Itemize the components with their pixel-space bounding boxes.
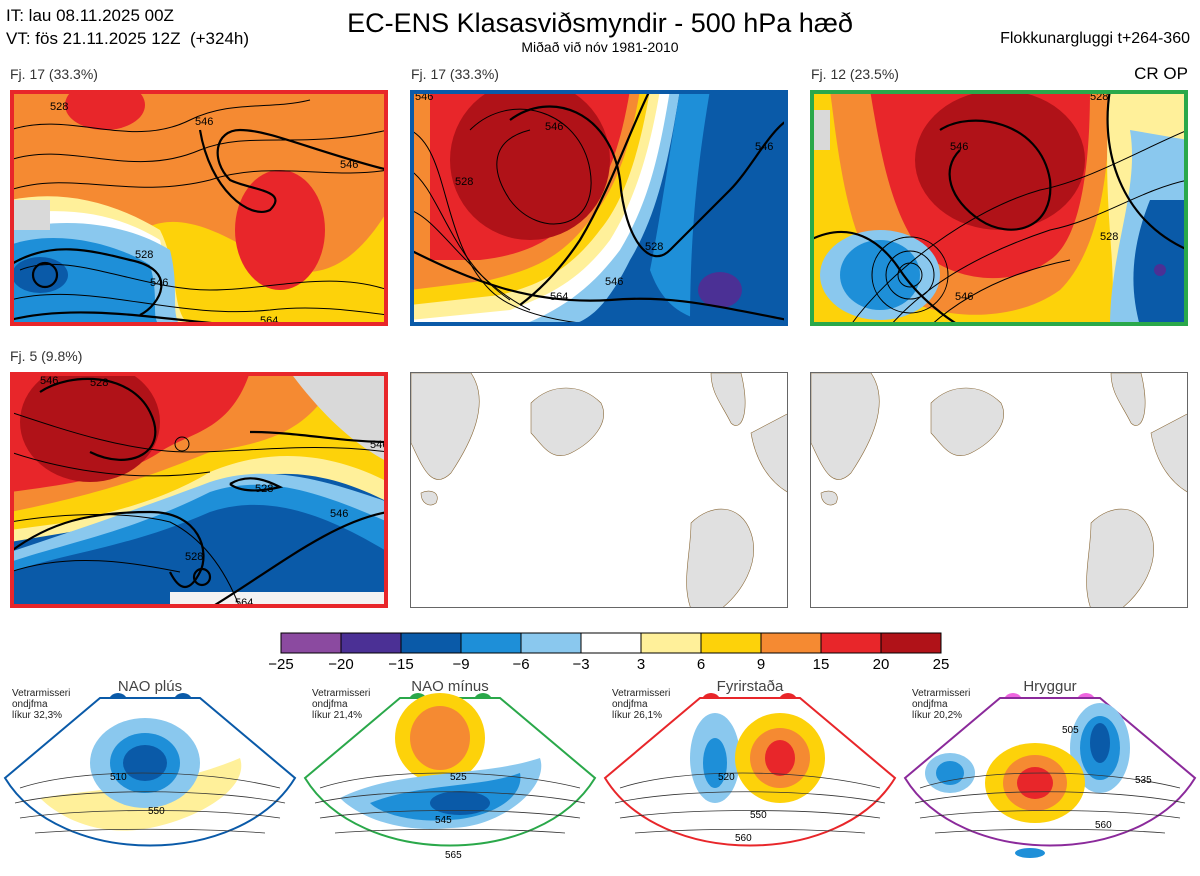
colorbar-tick-label: −3	[572, 656, 590, 673]
contour-label: 546	[415, 91, 433, 103]
cr-op-label: CR OP	[1134, 64, 1188, 83]
colorbar-swatch	[340, 632, 402, 654]
contour-label: 528	[50, 101, 68, 113]
colorbar-swatch	[280, 632, 342, 654]
colorbar-tick-label: 6	[696, 656, 706, 673]
colorbar-tick-label: −25	[268, 656, 294, 673]
regime-nao-minus-title: NAO mínus	[411, 678, 489, 695]
contour-label: 546	[950, 141, 968, 153]
contour-label: 564	[260, 315, 278, 326]
contour-label: 546	[40, 375, 58, 387]
colorbar	[280, 632, 942, 654]
regime-info: Vetrarmisseri ondjfma líkur 32,3%	[12, 688, 71, 721]
contour-label: 546	[340, 159, 358, 171]
colorbar-tick-label: −15	[388, 656, 414, 673]
colorbar-swatch	[520, 632, 582, 654]
regime-contour-label: 525	[450, 772, 467, 783]
regime-nao-plus-title: NAO plús	[117, 678, 183, 695]
colorbar-swatch	[460, 632, 522, 654]
regime-info: Vetrarmisseri ondjfma líkur 20,2%	[912, 688, 971, 721]
cluster-4-map[interactable]: 528 546 546 528 546 528 564	[10, 372, 388, 608]
contour-label: 528	[1090, 91, 1108, 103]
colorbar-tick-label: 15	[812, 656, 830, 673]
colorbar-swatch	[640, 632, 702, 654]
contour-label: 528	[455, 176, 473, 188]
regime-ridge[interactable]: Hryggur Vetrarmisseri ondjfma líkur 20,2% …	[900, 678, 1200, 871]
colorbar-swatch	[580, 632, 642, 654]
contour-label: 546	[605, 276, 623, 288]
header-times: IT: lau 08.11.2025 00Z VT: fös 21.11.202…	[6, 4, 249, 50]
colorbar-tick-label: −20	[328, 656, 354, 673]
regime-contour-label: 560	[735, 833, 752, 844]
page-subtitle: Miðað við nóv 1981-2010	[521, 39, 679, 55]
contour-label: 528	[185, 551, 203, 563]
contour-label: 528	[135, 249, 153, 261]
contour-label: 546	[545, 121, 563, 133]
cluster-4-label: Fj. 5 (9.8%)	[10, 348, 83, 364]
colorbar-tick-label: −6	[512, 656, 530, 673]
regime-info: Vetrarmisseri ondjfma líkur 21,4%	[312, 688, 371, 721]
cluster-3-label: Fj. 12 (23.5%)	[811, 66, 899, 82]
contour-label: 546	[330, 508, 348, 520]
regime-contour-label: 510	[110, 772, 127, 783]
contour-label: 528	[90, 377, 108, 389]
regime-nao-plus[interactable]: NAO plús Vetrarmisseri ondjfma líkur 32,3%…	[0, 678, 300, 871]
colorbar-swatch	[820, 632, 882, 654]
contour-label: 564	[235, 597, 253, 608]
cluster-2-map[interactable]: 546 546 528 546 528 546 564	[410, 90, 788, 326]
initial-time: IT: lau 08.11.2025 00Z	[6, 6, 174, 25]
regime-ridge-title: Hryggur	[1023, 678, 1077, 695]
empty-map-1	[410, 372, 788, 608]
contour-label: 528	[645, 241, 663, 253]
colorbar-tick-label: 25	[932, 656, 950, 673]
cluster-1-label: Fj. 17 (33.3%)	[10, 66, 98, 82]
contour-label: 546	[370, 439, 388, 451]
colorbar-tick-label: 9	[756, 656, 766, 673]
colorbar-swatch	[880, 632, 942, 654]
regime-contour-label: 505	[1062, 725, 1079, 736]
regime-info: Vetrarmisseri ondjfma líkur 26,1%	[612, 688, 671, 721]
contour-label: 564	[550, 291, 568, 303]
contour-label: 546	[195, 116, 213, 128]
classification-window: Flokkunargluggi t+264-360	[1000, 30, 1190, 47]
colorbar-swatch	[400, 632, 462, 654]
regime-contour-label: 520	[718, 772, 735, 783]
regime-blocking-title: Fyrirstaða	[716, 678, 784, 695]
page-title: EC-ENS Klasasviðsmyndir - 500 hPa hæð	[347, 8, 853, 38]
regime-blocking[interactable]: Fyrirstaða Vetrarmisseri ondjfma líkur 26,…	[600, 678, 900, 871]
colorbar-tick-label: −9	[452, 656, 470, 673]
cluster-2-label: Fj. 17 (33.3%)	[411, 66, 499, 82]
contour-label: 546	[955, 291, 973, 303]
contour-label: 546	[150, 277, 168, 289]
contour-label: 546	[755, 141, 773, 153]
contour-label: 528	[255, 483, 273, 495]
colorbar-swatch	[760, 632, 822, 654]
valid-time: VT: fös 21.11.2025 12Z (+324h)	[6, 29, 250, 48]
regime-contour-label: 550	[148, 806, 165, 817]
empty-map-2	[810, 372, 1188, 608]
regime-contour-label: 565	[445, 850, 462, 861]
regime-contour-label: 545	[435, 815, 452, 826]
regime-nao-minus[interactable]: NAO mínus Vetrarmisseri ondjfma líkur 21,4…	[300, 678, 600, 871]
regime-contour-label: 560	[1095, 820, 1112, 831]
colorbar-swatch	[700, 632, 762, 654]
colorbar-tick-label: 3	[636, 656, 646, 673]
cluster-1-map[interactable]: 528 546 546 528 546 564	[10, 90, 388, 326]
regime-contour-label: 550	[750, 810, 767, 821]
contour-label: 528	[1100, 231, 1118, 243]
colorbar-tick-label: 20	[872, 656, 890, 673]
regime-contour-label: 535	[1135, 775, 1152, 786]
cluster-3-map[interactable]: 528 546 528 546	[810, 90, 1188, 326]
